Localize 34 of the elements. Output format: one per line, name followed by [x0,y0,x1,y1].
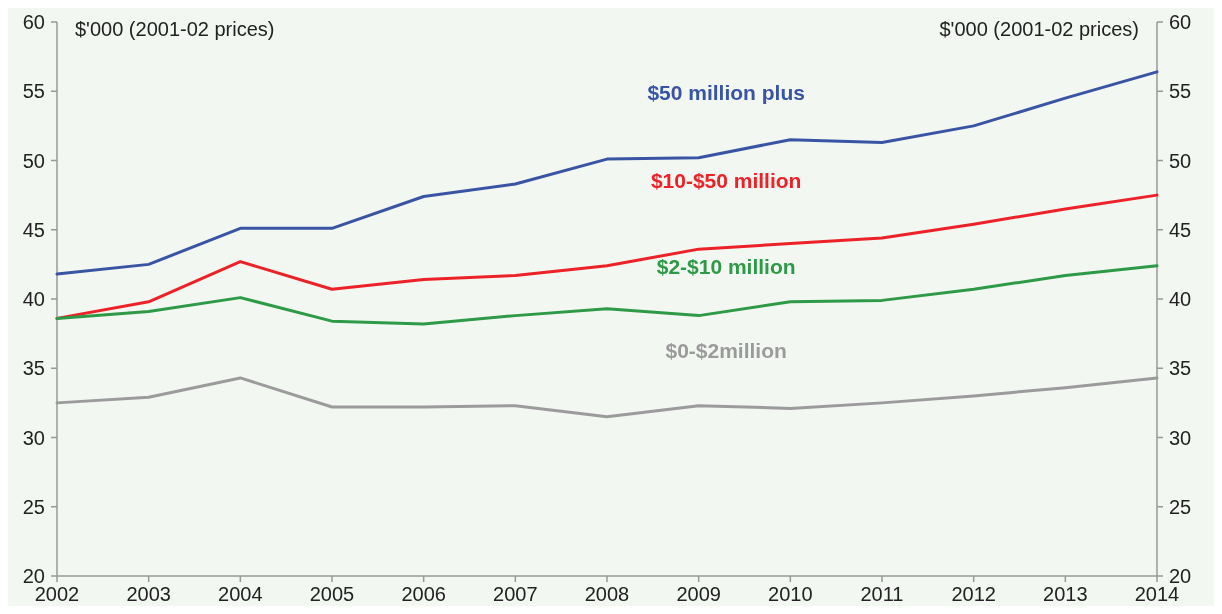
y2-tick-label: 30 [1169,426,1192,449]
text: $10-$50 million [650,168,802,192]
y2-tick-label: 25 [1169,495,1192,518]
y2-tick-label: 50 [1169,149,1192,172]
x-tick-label: 2005 [309,583,355,605]
x-tick-label: 2010 [768,583,813,605]
x-tick-label: 2011 [860,583,904,605]
y-tick-label: 25 [22,495,45,518]
series-label: $2-$10 million [656,255,796,279]
y2-tick-label: 55 [1169,80,1192,103]
line-series [55,70,1159,276]
y-tick-label: 55 [22,80,45,103]
y-tick-label: 40 [22,288,45,310]
y-tick-label: 60 [22,11,45,33]
y2-tick-label: 40 [1169,288,1192,310]
y2-tick-label: 60 [1169,11,1192,33]
x-tick-label: 2012 [951,583,996,605]
x-tick-label: 2004 [218,583,263,605]
x-tick-label: 2003 [126,583,171,605]
y2-axis-title: $'000 (2001-02 prices) [939,18,1139,40]
y2-tick-label: 45 [1169,218,1192,241]
y-tick-label: 45 [22,218,45,241]
y-tick-label: 30 [22,426,45,449]
series-label: $50 million plus [647,80,805,104]
y-tick-label: 50 [22,149,45,172]
text: $0-$2million [665,339,787,362]
y-axis-title: $'000 (2001-02 prices) [75,18,275,40]
x-tick-label: 2007 [493,583,538,605]
x-tick-label: 2013 [1043,583,1088,605]
x-tick-label: 2009 [676,583,721,605]
y-tick-label: 35 [22,357,45,380]
y2-tick-label: 35 [1169,357,1192,380]
x-tick-label: 2006 [401,583,446,605]
x-tick-label: 2008 [584,583,630,605]
